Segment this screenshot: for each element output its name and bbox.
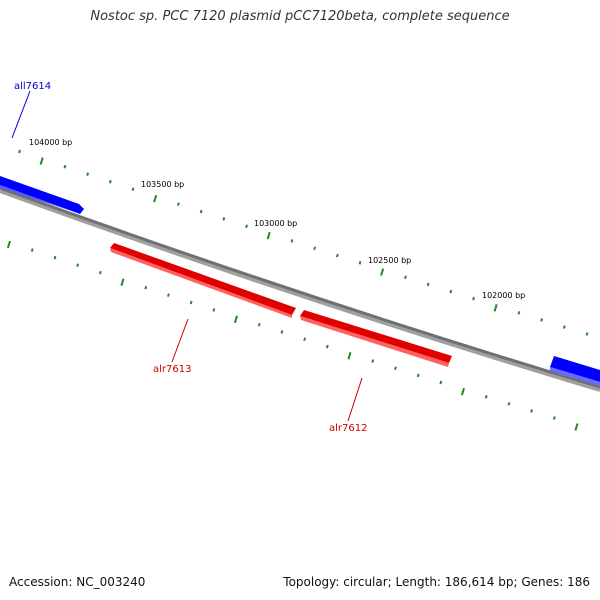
- minor-tick: [86, 172, 90, 176]
- minor-tick: [30, 248, 34, 252]
- minor-tick: [313, 246, 317, 251]
- gene-label-alr7612[interactable]: alr7612: [329, 423, 367, 434]
- minor-tick: [325, 344, 329, 349]
- minor-tick: [552, 416, 556, 420]
- minor-tick: [416, 373, 420, 378]
- major-tick: [6, 240, 11, 249]
- major-tick: [233, 315, 238, 324]
- minor-tick: [404, 275, 407, 280]
- minor-tick: [540, 318, 544, 322]
- minor-tick: [222, 217, 226, 221]
- minor-tick: [358, 261, 362, 265]
- minor-tick: [449, 289, 453, 294]
- minor-tick: [108, 179, 112, 184]
- tick-label: 102500 bp: [368, 256, 411, 265]
- major-tick: [120, 278, 125, 286]
- tick-label: 103000 bp: [254, 219, 297, 228]
- minor-tick: [131, 187, 135, 191]
- major-tick: [266, 231, 271, 240]
- gene-label-all7614[interactable]: all7614: [14, 81, 51, 92]
- tick-label: 103500 bp: [141, 180, 184, 189]
- minor-tick: [517, 311, 521, 315]
- tick-label: 104000 bp: [29, 138, 72, 147]
- minor-tick: [280, 330, 284, 334]
- gene-all7614[interactable]: [0, 176, 84, 214]
- map-title: Nostoc sp. PCC 7120 plasmid pCC7120beta,…: [90, 9, 510, 24]
- minor-tick: [290, 239, 294, 243]
- minor-tick: [335, 253, 339, 258]
- minor-tick: [144, 285, 148, 290]
- label-line-alr7613: [171, 318, 189, 363]
- minor-tick: [76, 263, 80, 267]
- minor-tick: [199, 209, 203, 214]
- minor-tick: [585, 332, 589, 336]
- tick-label: 102000 bp: [482, 291, 525, 300]
- gene-label-alr7613[interactable]: alr7613: [153, 364, 191, 375]
- minor-tick: [439, 380, 443, 385]
- tick-row-lower: [6, 240, 579, 431]
- major-tick: [153, 194, 158, 203]
- minor-tick: [167, 293, 170, 297]
- minor-tick: [245, 224, 248, 229]
- minor-tick: [303, 337, 307, 342]
- gene-forward-right[interactable]: [550, 356, 600, 386]
- minor-tick: [212, 308, 216, 312]
- minor-tick: [98, 270, 102, 275]
- backbone-shadow: [0, 189, 600, 392]
- major-tick: [380, 268, 385, 276]
- minor-tick: [507, 402, 511, 406]
- minor-tick: [177, 202, 180, 206]
- minor-tick: [530, 409, 534, 413]
- tick-row-upper: [18, 149, 589, 336]
- minor-tick: [562, 325, 566, 329]
- backbone: [0, 186, 600, 389]
- minor-tick: [18, 149, 21, 154]
- minor-tick: [371, 359, 375, 363]
- major-tick: [460, 387, 465, 396]
- minor-tick: [257, 322, 261, 327]
- minor-tick: [394, 366, 397, 371]
- major-tick: [574, 423, 579, 431]
- gene-alr7612[interactable]: [300, 310, 452, 367]
- minor-tick: [63, 164, 67, 169]
- gene-alr7613[interactable]: [110, 243, 296, 318]
- minor-tick: [189, 300, 193, 305]
- major-tick: [39, 157, 44, 165]
- major-tick: [493, 304, 498, 312]
- topology-summary: Topology: circular; Length: 186,614 bp; …: [283, 575, 590, 589]
- major-tick: [347, 352, 352, 360]
- minor-tick: [472, 296, 475, 301]
- minor-tick: [426, 282, 430, 287]
- accession-text: Accession: NC_003240: [9, 575, 146, 589]
- minor-tick: [53, 255, 57, 260]
- minor-tick: [484, 395, 488, 399]
- label-line-alr7612: [347, 377, 363, 422]
- label-line-all7614: [11, 90, 31, 139]
